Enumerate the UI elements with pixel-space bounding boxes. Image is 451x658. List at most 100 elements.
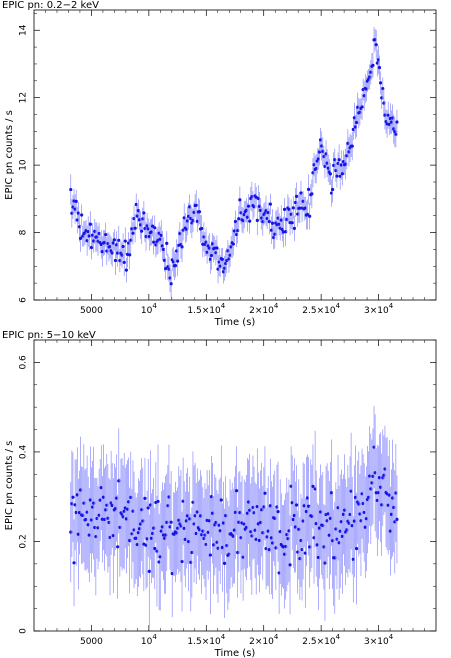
data-point bbox=[74, 199, 78, 203]
x-tick-label: 2.5×104 bbox=[302, 302, 340, 316]
data-point bbox=[156, 499, 160, 504]
data-point bbox=[80, 213, 84, 217]
data-point bbox=[311, 484, 315, 488]
data-point bbox=[237, 217, 241, 221]
x-tick-label: 1.5×104 bbox=[187, 633, 225, 647]
y-tick-label: 0.2 bbox=[19, 534, 29, 548]
x-tick-label: 1.5×104 bbox=[187, 302, 225, 316]
data-point bbox=[290, 221, 294, 225]
data-point bbox=[123, 239, 127, 243]
data-point bbox=[337, 158, 341, 162]
data-point bbox=[180, 559, 184, 564]
y-tick-label: 10 bbox=[19, 159, 29, 171]
data-point bbox=[335, 174, 339, 178]
data-point bbox=[268, 202, 272, 206]
data-point bbox=[165, 241, 169, 245]
data-point bbox=[112, 238, 116, 242]
data-point bbox=[71, 495, 75, 499]
data-point bbox=[197, 210, 202, 214]
data-point bbox=[246, 204, 251, 208]
chart-title: EPIC pn: 0.2−2 keV bbox=[2, 0, 99, 11]
data-point bbox=[128, 253, 132, 257]
data-point bbox=[374, 43, 378, 47]
data-point bbox=[140, 229, 144, 233]
data-point bbox=[169, 520, 173, 524]
data-point bbox=[209, 253, 214, 258]
data-point bbox=[113, 258, 118, 263]
data-point bbox=[308, 214, 312, 218]
data-point bbox=[88, 222, 92, 226]
data-point bbox=[291, 206, 295, 210]
data-point bbox=[78, 236, 83, 240]
data-point bbox=[164, 266, 168, 271]
y-axis-label: EPIC pn counts / s bbox=[4, 110, 15, 200]
y-tick-label: 0.6 bbox=[19, 355, 29, 370]
y-tick-label: 12 bbox=[19, 92, 29, 103]
data-point bbox=[305, 212, 310, 217]
data-point bbox=[263, 491, 267, 495]
x-axis-label: Time (s) bbox=[214, 317, 256, 328]
plot-frame bbox=[33, 339, 437, 632]
chart-title: EPIC pn: 5−10 keV bbox=[2, 330, 96, 341]
data-point bbox=[122, 260, 126, 264]
data-point bbox=[124, 268, 128, 272]
data-point bbox=[282, 207, 287, 211]
data-point bbox=[294, 194, 299, 198]
x-tick-label: 5000 bbox=[80, 306, 103, 316]
data-point bbox=[354, 546, 359, 551]
data-point bbox=[292, 226, 296, 230]
soft-band-lightcurve-panel: EPIC pn: 0.2−2 keV 5000 104 1.5×104 2×104 2.5… bbox=[2, 0, 437, 328]
data-point bbox=[306, 187, 311, 191]
data-point bbox=[222, 561, 227, 565]
hard-band-lightcurve-panel: EPIC pn: 5−10 keV 5000 104 1.5×104 2×104 2.5×… bbox=[2, 330, 437, 658]
data-point bbox=[219, 498, 223, 502]
data-point bbox=[371, 63, 375, 67]
data-point bbox=[117, 238, 121, 242]
data-point bbox=[294, 503, 299, 507]
data-point bbox=[131, 231, 135, 235]
data-point bbox=[180, 245, 184, 249]
data-point bbox=[234, 489, 239, 493]
data-point bbox=[248, 219, 252, 223]
x-tick-label: 104 bbox=[141, 302, 157, 316]
plot-frame bbox=[33, 9, 437, 301]
data-point bbox=[395, 120, 399, 124]
data-point bbox=[152, 240, 156, 244]
data-point bbox=[146, 506, 150, 510]
data-point bbox=[194, 203, 198, 207]
data-point bbox=[310, 192, 314, 196]
data-point bbox=[299, 191, 303, 195]
x-tick-label: 5000 bbox=[80, 637, 103, 647]
data-point bbox=[288, 563, 292, 567]
data-point bbox=[147, 569, 151, 573]
x-axis-label: Time (s) bbox=[214, 648, 256, 658]
data-series bbox=[69, 26, 399, 298]
data-point bbox=[153, 226, 157, 230]
x-tick-label: 3×104 bbox=[364, 302, 394, 316]
data-point bbox=[377, 65, 382, 70]
data-point bbox=[143, 496, 147, 500]
y-axis-label: EPIC pn counts / s bbox=[4, 441, 15, 531]
data-point bbox=[340, 172, 345, 176]
x-tick-label: 2×104 bbox=[249, 633, 279, 647]
data-point bbox=[330, 187, 335, 192]
data-point bbox=[121, 244, 125, 249]
data-point bbox=[267, 220, 271, 224]
y-tick-label: 8 bbox=[19, 229, 29, 235]
data-point bbox=[173, 263, 178, 268]
data-point bbox=[104, 233, 108, 237]
data-point bbox=[169, 282, 173, 286]
data-point bbox=[328, 172, 333, 176]
data-point bbox=[200, 226, 204, 231]
y-tick-label: 14 bbox=[19, 24, 29, 36]
data-point bbox=[176, 259, 180, 263]
data-point bbox=[350, 144, 354, 148]
data-point bbox=[276, 510, 280, 514]
data-point bbox=[238, 198, 242, 202]
data-point bbox=[69, 187, 73, 192]
data-point bbox=[215, 246, 219, 250]
data-point bbox=[231, 242, 235, 246]
data-point bbox=[72, 561, 76, 565]
x-tick-label: 2.5×104 bbox=[302, 633, 340, 647]
